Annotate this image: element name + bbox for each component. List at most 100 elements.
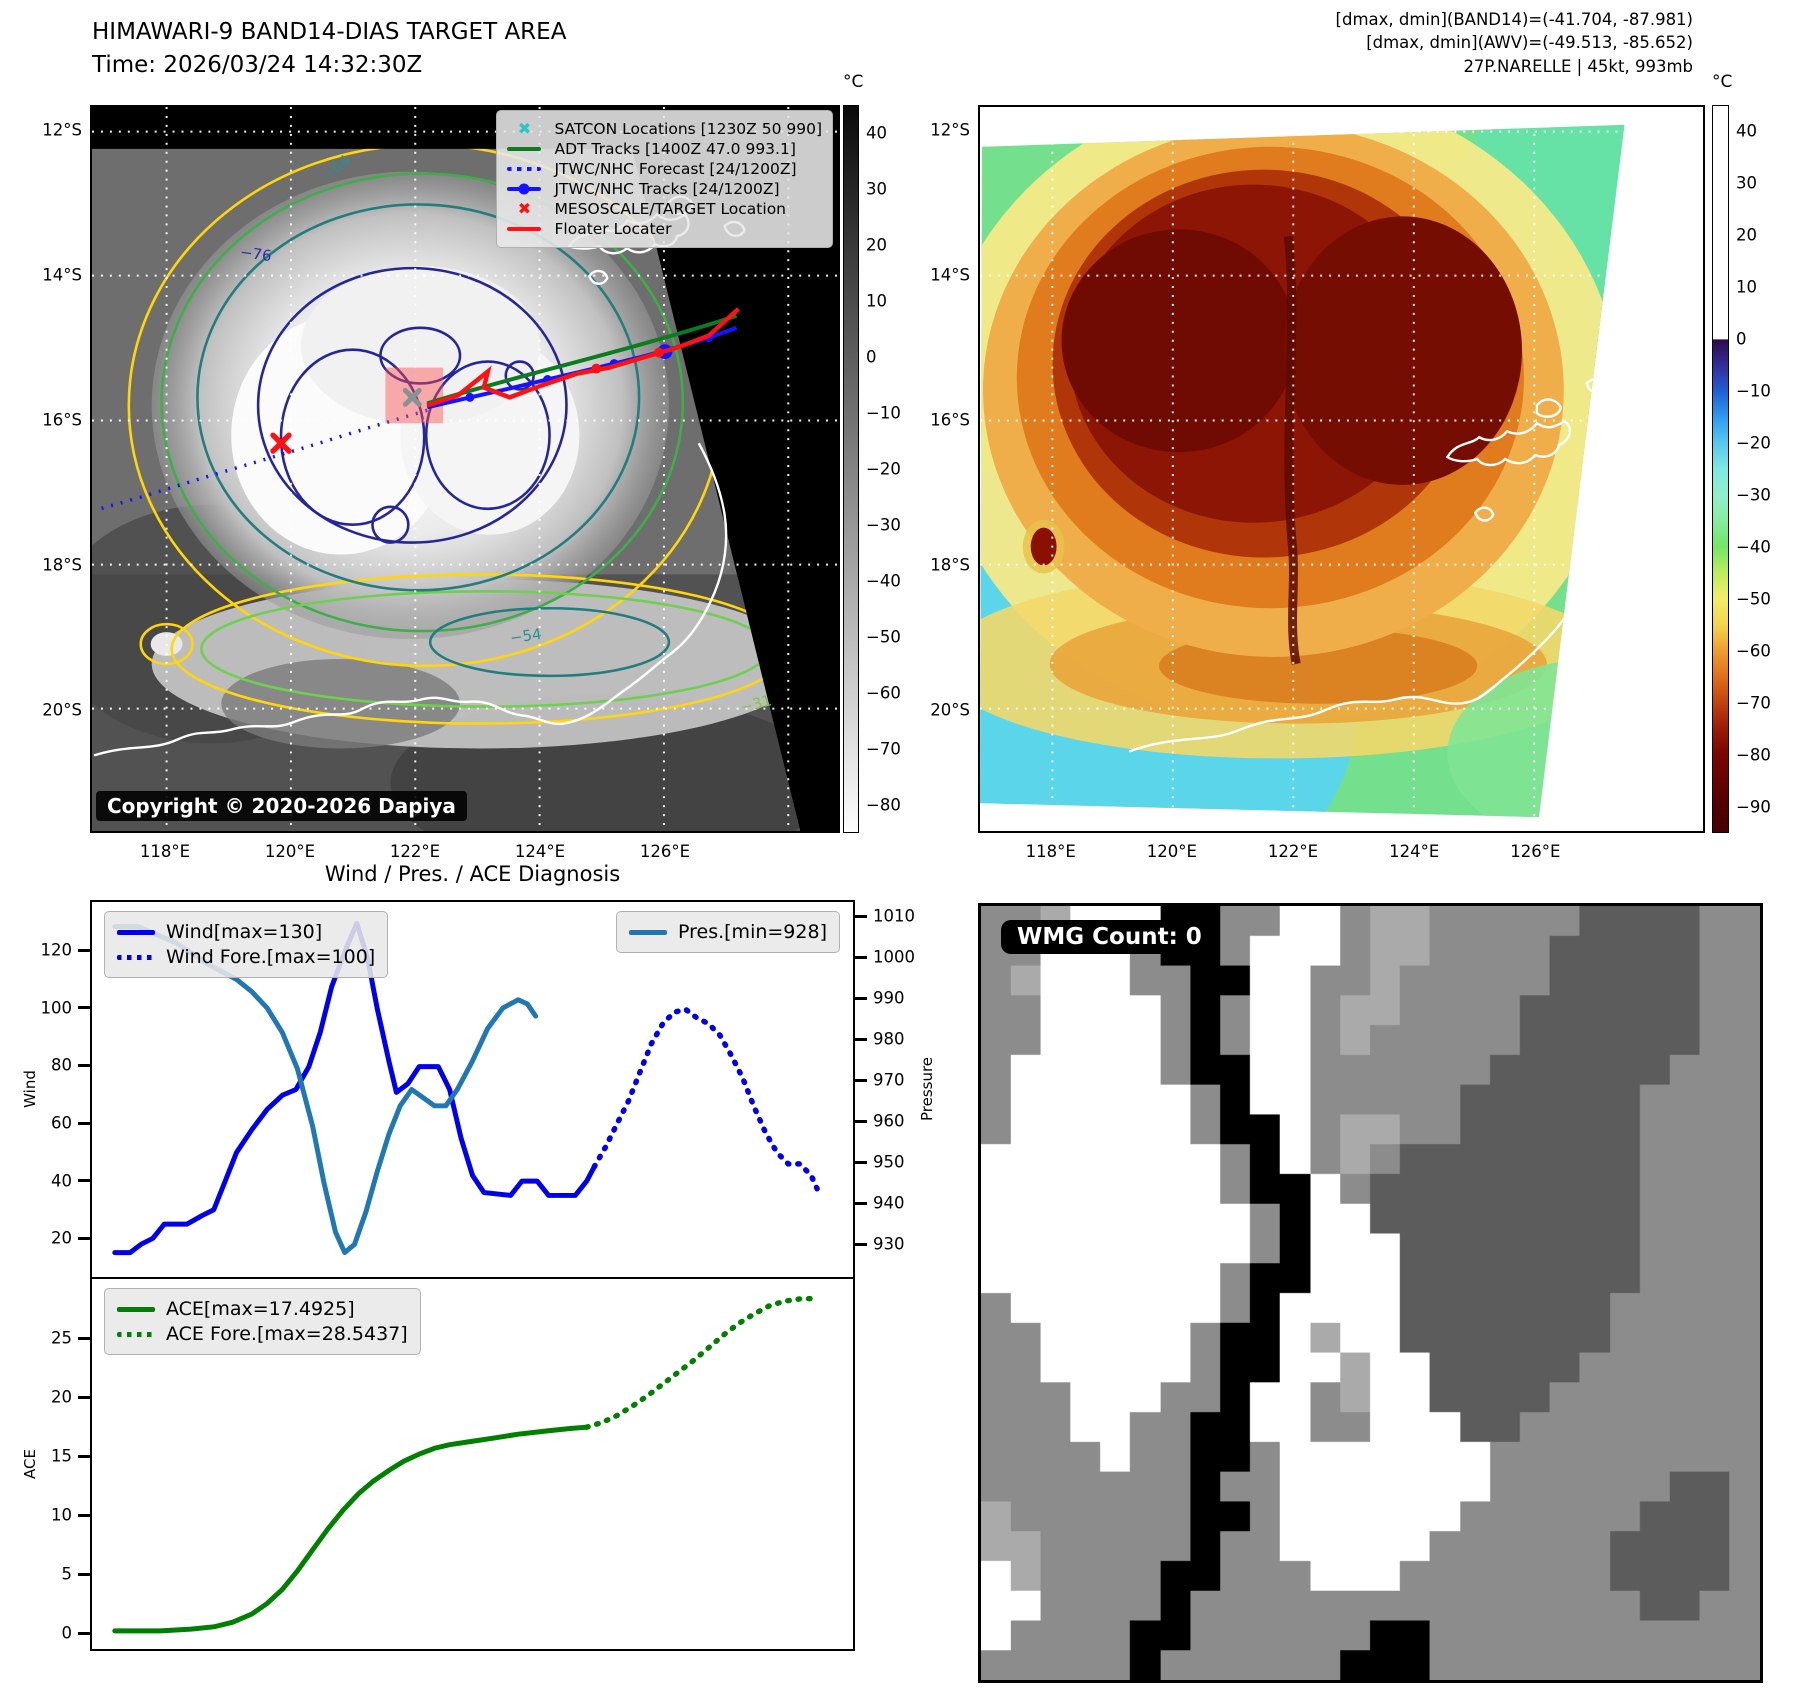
wind-axis-tickmark <box>78 1179 90 1183</box>
legend-item-label: ACE Fore.[max=28.5437] <box>166 1323 408 1345</box>
wind-axis-tickmark <box>78 1006 90 1010</box>
awv-y-tick: 14°S <box>930 265 970 285</box>
band14-colorbar-tick: 10 <box>866 291 887 311</box>
ace-axis-tick: 20 <box>51 1387 72 1407</box>
awv-colorbar-tick: −70 <box>1736 693 1771 713</box>
legend-item: Wind[max=130] <box>117 921 375 943</box>
awv-colorbar-tick: −60 <box>1736 641 1771 661</box>
wind-pressure-chart: Wind[max=130] Wind Fore.[max=100] Pres.[m… <box>90 900 855 1277</box>
awv-colorbar-tick: −90 <box>1736 797 1771 817</box>
ace-axis-tick: 25 <box>51 1328 72 1348</box>
legend-item-label: SATCON Locations [1230Z 50 990] <box>554 120 822 138</box>
solid-line-icon <box>507 146 542 152</box>
pressure-axis-tick: 970 <box>873 1070 905 1090</box>
timestamp: Time: 2026/03/24 14:32:30Z <box>92 52 423 79</box>
awv-colorbar-tick: −50 <box>1736 589 1771 609</box>
enhanced-ir-imagery <box>980 124 1625 818</box>
awv-header-block: [dmax, dmin](BAND14)=(-41.704, -87.981) … <box>1336 8 1693 78</box>
ace-axis-tickmark <box>78 1631 90 1635</box>
solid-line-icon <box>117 929 155 935</box>
x-marker-icon: ✖ <box>517 199 532 218</box>
pressure-axis-tickmark <box>855 996 867 1000</box>
wind-axis-tickmark <box>78 948 90 952</box>
copyright-label: Copyright © 2020-2026 Dapiya <box>96 791 467 821</box>
dmax-dmin-awv: [dmax, dmin](AWV)=(-49.513, -85.652) <box>1366 33 1693 53</box>
legend-item: ✖ MESOSCALE/TARGET Location <box>507 200 822 218</box>
band14-colorbar <box>843 105 859 833</box>
awv-y-tick: 16°S <box>930 410 970 430</box>
wind-legend: Wind[max=130] Wind Fore.[max=100] <box>104 911 389 978</box>
wind-axis-label: Wind <box>21 1069 39 1108</box>
legend-item-label: ADT Tracks [1400Z 47.0 993.1] <box>554 140 796 158</box>
awv-colorbar-unit: °C <box>1712 72 1733 92</box>
band14-x-tick: 120°E <box>264 842 316 861</box>
ace-plot <box>112 1295 822 1634</box>
band14-y-tick: 12°S <box>42 120 82 140</box>
band14-colorbar-tick: −80 <box>866 795 901 815</box>
awv-colorbar <box>1712 105 1729 833</box>
dmax-dmin-band14: [dmax, dmin](BAND14)=(-41.704, -87.981) <box>1335 10 1693 29</box>
ace-legend: ACE[max=17.4925] ACE Fore.[max=28.5437] <box>104 1288 421 1355</box>
awv-colorbar-tick: −40 <box>1736 537 1771 557</box>
pressure-axis-tickmark <box>855 1201 867 1205</box>
band14-colorbar-tick: 20 <box>866 235 887 255</box>
band14-colorbar-tick: −30 <box>866 515 901 535</box>
wind-axis-tickmark <box>78 1063 90 1067</box>
band14-colorbar-unit: °C <box>843 72 864 92</box>
line-dot-icon <box>507 183 542 195</box>
awv-colorbar-tick: −80 <box>1736 745 1771 765</box>
legend-item-label: JTWC/NHC Tracks [24/1200Z] <box>554 180 780 198</box>
legend-item: Floater Locater <box>507 220 822 238</box>
awv-x-tick: 120°E <box>1146 842 1197 861</box>
pressure-axis-label: Pressure <box>918 1056 936 1121</box>
ace-max-17-4925--series <box>112 1424 590 1634</box>
ace-axis-tick: 0 <box>61 1623 73 1643</box>
solid-line-icon <box>629 929 667 935</box>
awv-x-tick: 124°E <box>1389 842 1440 861</box>
awv-colorbar-tick: 0 <box>1736 329 1747 349</box>
pressure-legend: Pres.[min=928] <box>616 911 840 953</box>
storm-tracks <box>96 307 741 512</box>
band14-colorbar-tick: −70 <box>866 739 901 759</box>
ace-axis-tickmark <box>78 1572 90 1576</box>
wmg-count-panel: WMG Count: 0 <box>978 903 1763 1683</box>
wind-axis-tick: 20 <box>51 1228 72 1248</box>
band14-colorbar-tick: 40 <box>866 123 887 143</box>
band14-y-tick: 14°S <box>42 265 82 285</box>
pressure-axis-tick: 1010 <box>873 906 915 926</box>
awv-colorbar-tick: 30 <box>1736 173 1757 193</box>
pressure-axis-tick: 960 <box>873 1111 905 1131</box>
pressure-axis-tickmark <box>855 955 867 959</box>
band14-y-tick: 16°S <box>42 410 82 430</box>
band14-colorbar-tick: −20 <box>866 459 901 479</box>
pressure-axis-tickmark <box>855 1037 867 1041</box>
awv-colorbar-tick: 20 <box>1736 225 1757 245</box>
legend-item: ✖ SATCON Locations [1230Z 50 990] <box>507 120 822 138</box>
pressure-axis-tick: 950 <box>873 1152 905 1172</box>
band14-colorbar-tick: −10 <box>866 403 901 423</box>
awv-x-tick: 122°E <box>1267 842 1319 861</box>
ace-axis-label: ACE <box>21 1449 39 1479</box>
legend-item-label: JTWC/NHC Forecast [24/1200Z] <box>554 160 797 178</box>
map-legend: ✖ SATCON Locations [1230Z 50 990] ADT Trac… <box>496 110 833 248</box>
band14-title-block: HIMAWARI-9 BAND14-DIAS TARGET AREA Time:… <box>92 16 566 83</box>
solid-line-icon <box>507 226 542 232</box>
band14-satellite-map: ✖ SATCON Locations [1230Z 50 990] ADT Trac… <box>90 105 840 833</box>
floater-locater-track <box>426 307 741 408</box>
wind-axis-tick: 80 <box>51 1055 72 1075</box>
wind-axis-tickmark <box>78 1236 90 1240</box>
legend-item: ACE[max=17.4925] <box>117 1298 408 1320</box>
pressure-axis-tick: 1000 <box>873 947 915 967</box>
legend-item: JTWC/NHC Forecast [24/1200Z] <box>507 160 822 178</box>
wmg-count-badge: WMG Count: 0 <box>1001 920 1218 954</box>
pressure-axis-tick: 940 <box>873 1193 905 1213</box>
legend-item: JTWC/NHC Tracks [24/1200Z] <box>507 180 822 198</box>
satcon-location-marker <box>402 387 422 407</box>
dotted-line-icon <box>507 166 542 172</box>
legend-item: ACE Fore.[max=28.5437] <box>117 1323 408 1345</box>
awv-y-tick: 20°S <box>930 700 970 720</box>
wind-axis-tick: 100 <box>40 998 73 1018</box>
legend-item: Pres.[min=928] <box>629 921 827 943</box>
band14-x-tick: 122°E <box>389 842 441 861</box>
